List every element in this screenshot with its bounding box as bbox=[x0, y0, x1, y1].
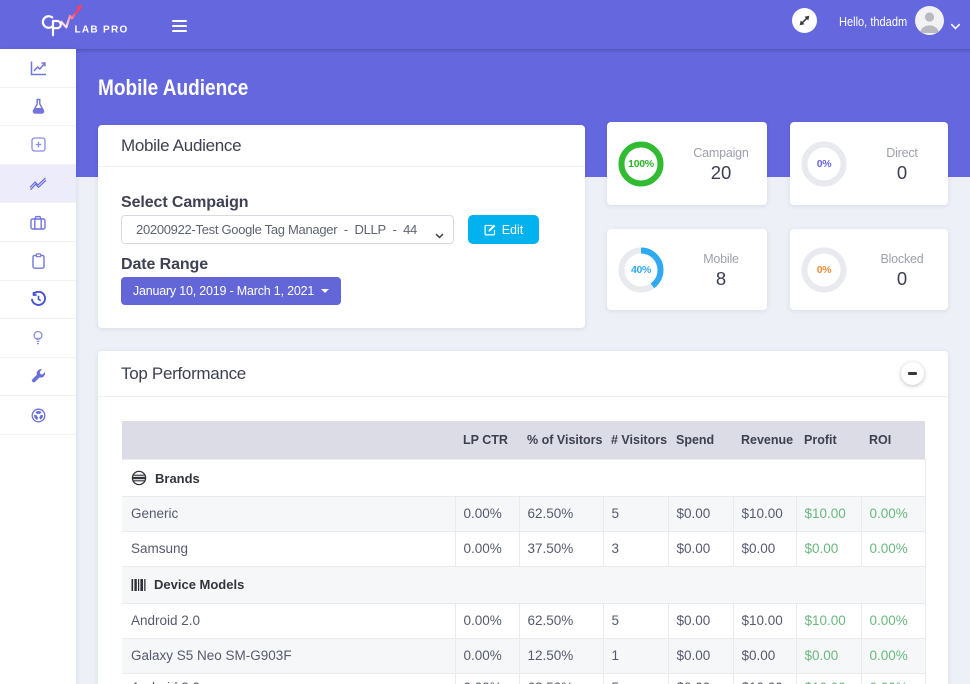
svg-text:LAB PRO: LAB PRO bbox=[75, 25, 129, 36]
